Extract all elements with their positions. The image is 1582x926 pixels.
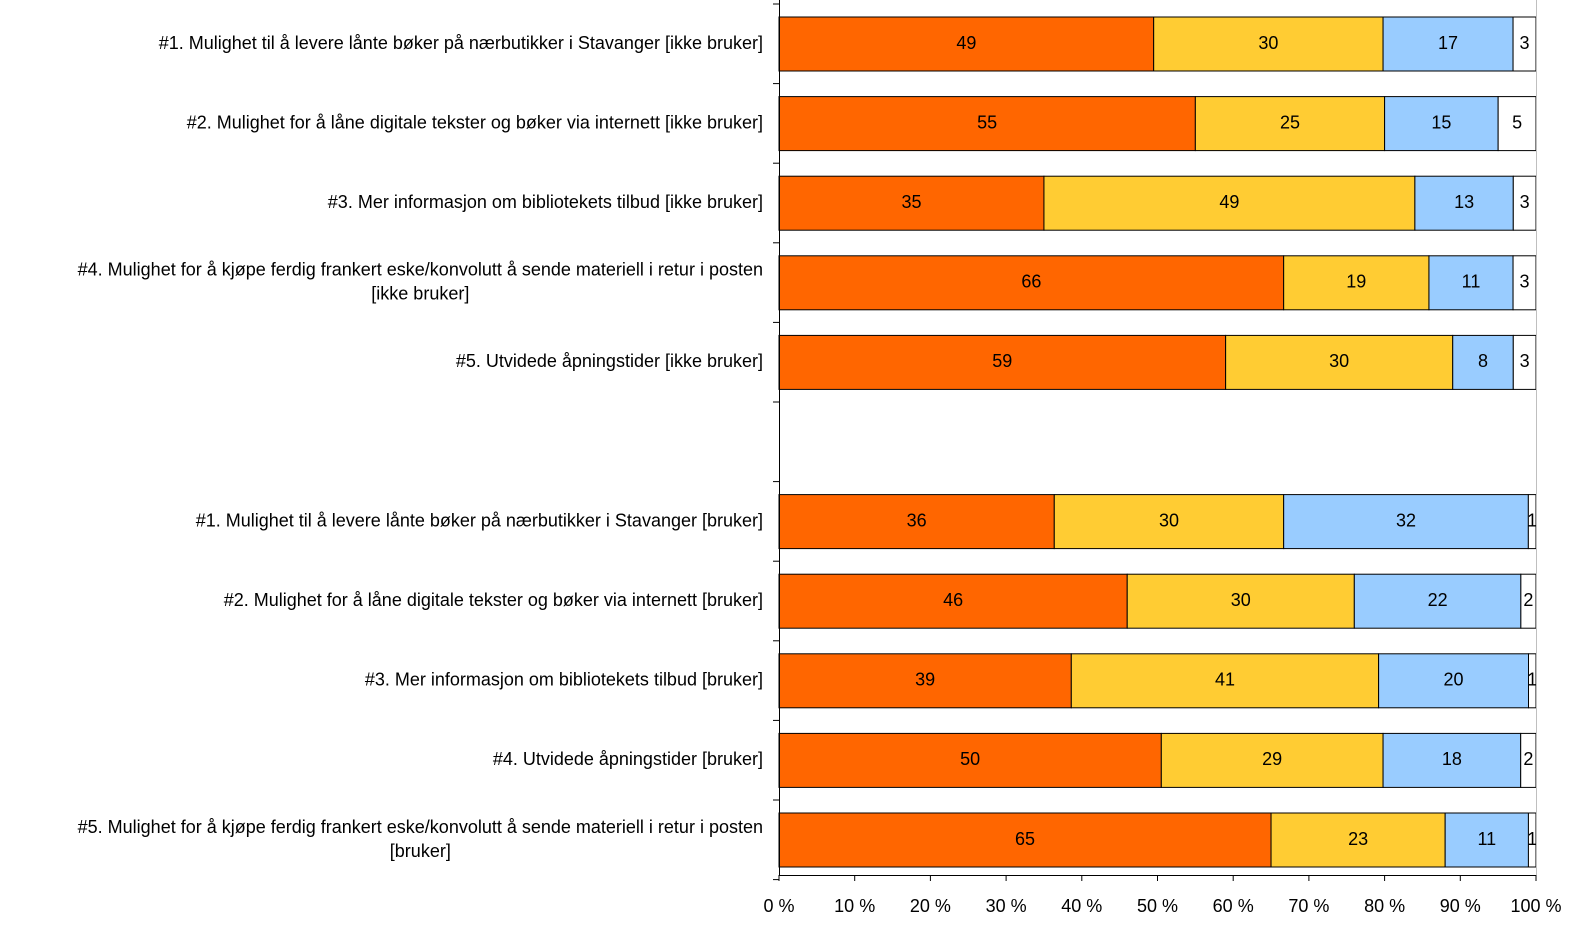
x-tick-label: 90 % (1440, 896, 1481, 916)
data-label: 15 (1431, 112, 1451, 132)
category-label: #1. Mulighet til å levere lånte bøker på… (196, 510, 763, 530)
data-label: 66 (1021, 272, 1041, 292)
bar-segment (778, 494, 1055, 550)
data-label: 41 (1215, 670, 1235, 690)
data-label: 1 (1527, 670, 1537, 690)
bar-segment (1378, 653, 1530, 709)
category-label: #4. Utvidede åpningstider [bruker] (493, 749, 763, 769)
data-label: 8 (1478, 351, 1488, 371)
bar-row: #3. Mer informasjon om bibliotekets tilb… (328, 175, 1537, 231)
x-tick-label: 10 % (834, 896, 875, 916)
data-label: 59 (992, 351, 1012, 371)
bar-row: #5. Utvidede åpningstider [ikke bruker] 5… (456, 334, 1537, 390)
bar-row: #3. Mer informasjon om bibliotekets tilb… (365, 653, 1537, 709)
bar-segment (1452, 334, 1514, 390)
data-label: 5 (1512, 112, 1522, 132)
bar-row: #1. Mulighet til å levere lånte bøker på… (159, 16, 1537, 72)
category-label: #5. Utvidede åpningstider [ikke bruker] (456, 351, 763, 371)
bar-row: #2. Mulighet for å låne digitale tekster… (224, 573, 1537, 629)
data-label: 46 (943, 590, 963, 610)
category-label: #1. Mulighet til å levere lånte bøker på… (159, 33, 763, 53)
bar-segment (1414, 175, 1514, 231)
bar-segment (1053, 494, 1285, 550)
category-label: #3. Mer informasjon om bibliotekets tilb… (365, 670, 763, 690)
data-label: 18 (1442, 749, 1462, 769)
data-label: 36 (907, 510, 927, 530)
bar-row: #4. Mulighet for å kjøpe ferdig frankert… (78, 255, 1537, 311)
bar-segment (1043, 175, 1416, 231)
bar-segment (778, 573, 1128, 629)
data-label: 29 (1262, 749, 1282, 769)
bar-segment (778, 732, 1162, 788)
bar-row: #4. Utvidede åpningstider [bruker] 50 29 18… (493, 732, 1537, 788)
data-label: 32 (1396, 510, 1416, 530)
bar-segment (778, 334, 1227, 390)
data-label: 30 (1231, 590, 1251, 610)
bar-segment (778, 255, 1285, 311)
x-tick-label: 40 % (1061, 896, 1102, 916)
x-tick-label: 80 % (1364, 896, 1405, 916)
bar-segment (1444, 812, 1529, 868)
data-label: 17 (1438, 33, 1458, 53)
x-tick-label: 100 % (1510, 896, 1561, 916)
bar-segment (1428, 255, 1514, 311)
data-label: 19 (1346, 272, 1366, 292)
bar-segment (1194, 96, 1386, 152)
bar-segment (1126, 573, 1355, 629)
bar-segment (1283, 255, 1430, 311)
bar-segment (1353, 573, 1522, 629)
data-label: 1 (1527, 829, 1537, 849)
data-label: 11 (1462, 272, 1481, 292)
bar-segment (1070, 653, 1380, 709)
data-label: 2 (1523, 749, 1533, 769)
data-label: 25 (1280, 112, 1300, 132)
data-label: 49 (956, 33, 976, 53)
bar-segment (1382, 732, 1522, 788)
data-label: 50 (960, 749, 980, 769)
data-label: 23 (1348, 829, 1368, 849)
data-label: 39 (915, 670, 935, 690)
bar-segment (1384, 96, 1499, 152)
data-label: 20 (1444, 670, 1464, 690)
data-label: 1 (1527, 510, 1537, 530)
category-label: #3. Mer informasjon om bibliotekets tilb… (328, 192, 763, 212)
data-label: 3 (1520, 351, 1530, 371)
data-label: 13 (1454, 192, 1474, 212)
data-label: 49 (1219, 192, 1239, 212)
data-label: 35 (901, 192, 921, 212)
bar-segment (1270, 812, 1446, 868)
data-label: 11 (1477, 829, 1496, 849)
bar-segment (1225, 334, 1454, 390)
data-label: 55 (977, 112, 997, 132)
bar-row: #5. Mulighet for å kjøpe ferdig frankert… (78, 812, 1537, 868)
bar-row: #2. Mulighet for å låne digitale tekster… (187, 96, 1537, 152)
x-tick-label: 50 % (1137, 896, 1178, 916)
bar-segment (778, 16, 1155, 72)
bar-segment (778, 653, 1072, 709)
bar-segment (1160, 732, 1384, 788)
bar-segment (778, 96, 1196, 152)
data-label: 30 (1258, 33, 1278, 53)
category-label: #4. Mulighet for å kjøpe ferdig frankert… (78, 260, 763, 304)
x-tick-label: 20 % (910, 896, 951, 916)
data-label: 3 (1520, 272, 1530, 292)
data-label: 30 (1159, 510, 1179, 530)
x-tick-label: 70 % (1288, 896, 1329, 916)
category-label: #5. Mulighet for å kjøpe ferdig frankert… (78, 817, 763, 861)
bar-row: #1. Mulighet til å levere lånte bøker på… (196, 494, 1537, 550)
data-label: 22 (1428, 590, 1448, 610)
x-tick-label: 60 % (1213, 896, 1254, 916)
category-label: #2. Mulighet for å låne digitale tekster… (224, 590, 763, 610)
data-label: 3 (1520, 192, 1530, 212)
x-tick-label: 30 % (986, 896, 1027, 916)
category-label: #2. Mulighet for å låne digitale tekster… (187, 112, 763, 132)
data-label: 65 (1015, 829, 1035, 849)
x-tick-label: 0 % (763, 896, 794, 916)
data-label: 2 (1523, 590, 1533, 610)
data-label: 30 (1329, 351, 1349, 371)
data-label: 3 (1520, 33, 1530, 53)
bar-segment (1382, 16, 1514, 72)
bar-segment (1153, 16, 1384, 72)
